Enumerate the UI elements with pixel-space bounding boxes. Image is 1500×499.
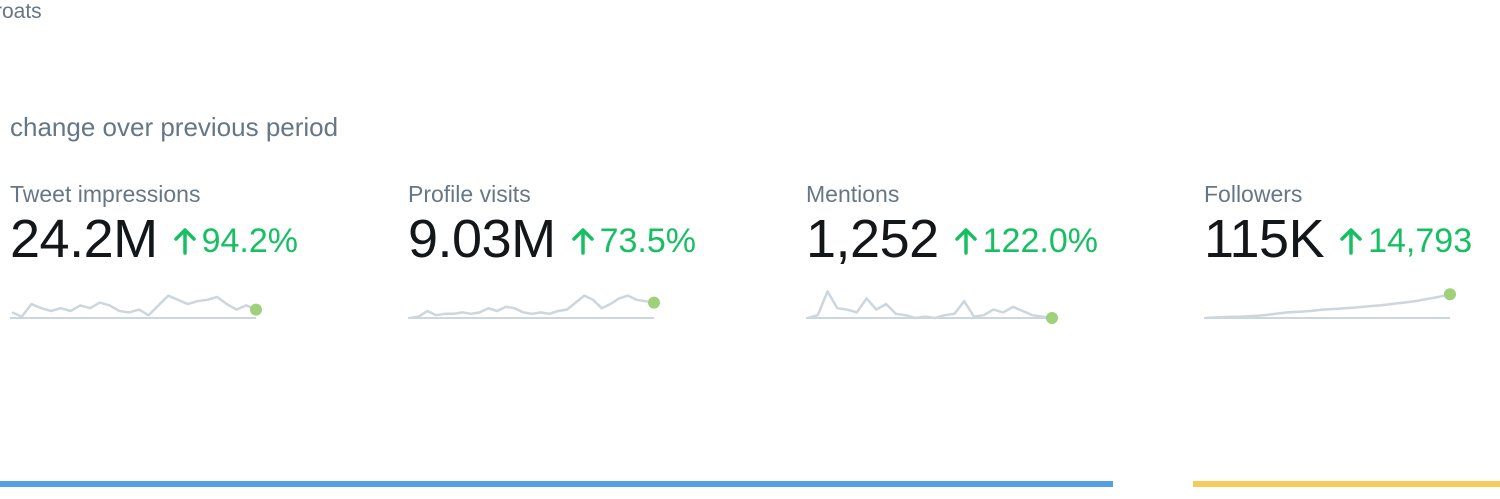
sparkline [408,294,660,320]
blue-accent-bar [0,481,1113,487]
sparkline [10,294,262,319]
metric-change-value: 14,793 [1368,221,1473,260]
metric-label: Tweet impressions [10,181,201,207]
sparkline-series [807,290,1053,320]
metric-followers: Followers 115K 14,793 [1204,180,1500,320]
cut-off-heading: roats [0,0,42,23]
metric-change: 73.5% [571,222,696,261]
sparkline [806,290,1058,324]
yellow-accent-bar [1193,481,1500,487]
metric-change-value: 122.0% [982,221,1098,260]
sparkline-endpoint [1444,288,1456,301]
metric-profile-visits: Profile visits 9.03M 73.5% [408,180,738,320]
arrow-up-icon [1340,228,1362,255]
metric-mentions: Mentions 1,252 122.0% [806,180,1136,324]
sparkline-series [409,294,655,320]
sparkline-series [1205,292,1451,320]
metric-change: 94.2% [173,222,298,261]
metric-change-value: 94.2% [201,221,298,260]
sparkline-series [11,294,257,318]
metric-value: 24.2M [10,209,158,269]
sparkline-endpoint [1046,312,1058,324]
sparkline-endpoint [648,296,660,309]
metric-tweet-impressions: Tweet impressions 24.2M 94.2% [10,180,340,319]
metric-label: Followers [1204,181,1303,207]
sparkline [1204,288,1456,320]
metric-label: Profile visits [408,181,531,207]
metric-value: 1,252 [806,209,939,269]
metric-label: Mentions [806,181,900,207]
metric-change: 14,793 [1339,222,1472,261]
metric-change-value: 73.5% [599,221,696,260]
sparkline-endpoint [250,303,262,316]
arrow-up-icon [173,228,196,255]
arrow-up-icon [571,228,594,255]
section-title: change over previous period [10,112,339,142]
arrow-up-icon [954,228,977,255]
metric-value: 115K [1204,209,1325,269]
metric-value: 9.03M [408,209,556,269]
metric-change: 122.0% [954,222,1098,261]
